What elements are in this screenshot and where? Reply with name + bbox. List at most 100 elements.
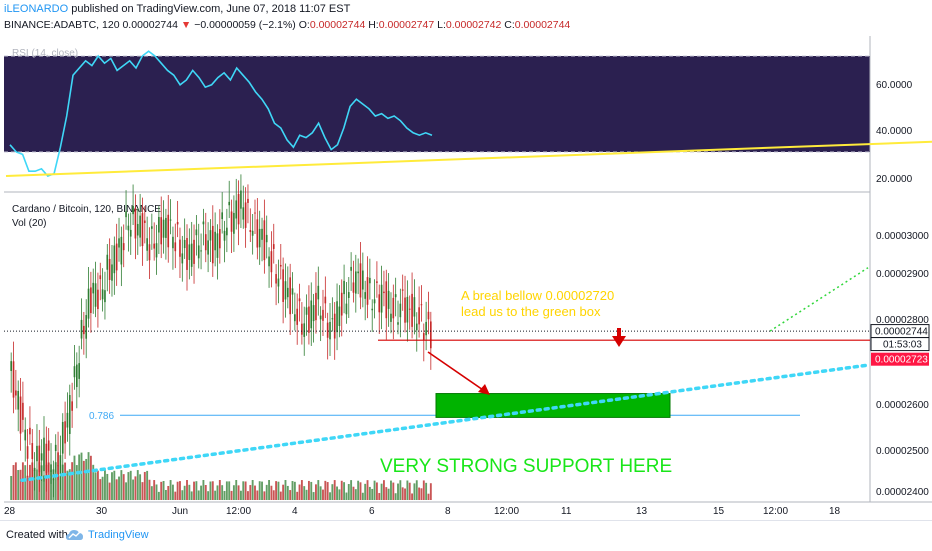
- candle-body[interactable]: [270, 251, 273, 273]
- candle-body[interactable]: [179, 239, 181, 257]
- candle-body[interactable]: [181, 253, 184, 264]
- candle-body[interactable]: [17, 390, 20, 410]
- candle-body[interactable]: [296, 308, 299, 325]
- candle-body[interactable]: [371, 308, 374, 311]
- candle-body[interactable]: [305, 307, 308, 315]
- candle-body[interactable]: [364, 292, 367, 299]
- candle-body[interactable]: [425, 321, 427, 336]
- candle-body[interactable]: [57, 452, 59, 467]
- candle-body[interactable]: [251, 230, 254, 236]
- candle-body[interactable]: [422, 333, 425, 340]
- author-name[interactable]: iLEONARDO: [4, 3, 69, 15]
- candle-body[interactable]: [33, 467, 36, 471]
- candle-body[interactable]: [301, 323, 303, 335]
- candle-body[interactable]: [129, 229, 132, 237]
- candle-body[interactable]: [183, 239, 186, 249]
- candle-body[interactable]: [303, 323, 306, 337]
- candle-body[interactable]: [106, 254, 109, 270]
- candle-body[interactable]: [397, 322, 399, 325]
- candle-body[interactable]: [204, 234, 207, 251]
- candle-body[interactable]: [343, 280, 345, 295]
- candle-body[interactable]: [59, 455, 62, 475]
- candle-body[interactable]: [120, 236, 123, 265]
- candle-body[interactable]: [357, 271, 359, 274]
- candle-body[interactable]: [186, 237, 188, 270]
- candle-body[interactable]: [97, 289, 99, 310]
- candle-body[interactable]: [279, 264, 282, 267]
- candle-body[interactable]: [190, 243, 193, 267]
- rsi-trendline[interactable]: [5, 138, 932, 177]
- candle-body[interactable]: [83, 325, 85, 335]
- candle-body[interactable]: [139, 215, 141, 238]
- candle-body[interactable]: [73, 366, 76, 378]
- candle-body[interactable]: [155, 243, 158, 258]
- candle-body[interactable]: [24, 429, 27, 441]
- candle-body[interactable]: [19, 396, 22, 434]
- candle-body[interactable]: [153, 243, 156, 249]
- candle-body[interactable]: [221, 212, 223, 220]
- candle-body[interactable]: [373, 299, 376, 304]
- candle-body[interactable]: [68, 395, 71, 434]
- candle-body[interactable]: [237, 194, 240, 225]
- candle-body[interactable]: [420, 304, 423, 306]
- candle-body[interactable]: [223, 230, 226, 241]
- candle-body[interactable]: [427, 311, 430, 320]
- candle-body[interactable]: [38, 445, 41, 473]
- candle-body[interactable]: [160, 217, 163, 245]
- candle-body[interactable]: [54, 444, 57, 451]
- candle-body[interactable]: [254, 212, 256, 214]
- candle-body[interactable]: [200, 250, 202, 252]
- candle-body[interactable]: [43, 437, 45, 472]
- candle-body[interactable]: [132, 205, 134, 215]
- candle-body[interactable]: [125, 211, 127, 218]
- candle-body[interactable]: [169, 219, 172, 221]
- candle-body[interactable]: [101, 289, 104, 300]
- candle-body[interactable]: [226, 227, 228, 236]
- candle-body[interactable]: [362, 270, 364, 290]
- candle-body[interactable]: [282, 269, 284, 302]
- candle-body[interactable]: [174, 242, 177, 252]
- candle-body[interactable]: [45, 443, 48, 474]
- candle-body[interactable]: [247, 198, 249, 203]
- candle-body[interactable]: [230, 211, 233, 232]
- candle-body[interactable]: [265, 234, 268, 243]
- candle-body[interactable]: [268, 256, 270, 267]
- candle-body[interactable]: [317, 285, 320, 300]
- candle-body[interactable]: [22, 402, 24, 420]
- candle-body[interactable]: [90, 287, 92, 314]
- candle-body[interactable]: [315, 292, 317, 321]
- candle-body[interactable]: [108, 258, 111, 280]
- dotted-support-line[interactable]: [20, 363, 868, 483]
- candle-body[interactable]: [298, 298, 301, 302]
- candle-body[interactable]: [394, 294, 397, 298]
- candle-body[interactable]: [404, 297, 406, 323]
- candle-body[interactable]: [165, 217, 167, 238]
- candle-body[interactable]: [47, 440, 50, 451]
- candle-body[interactable]: [233, 212, 235, 234]
- candle-body[interactable]: [85, 315, 88, 339]
- candle-body[interactable]: [127, 225, 130, 231]
- candle-body[interactable]: [277, 278, 280, 287]
- candle-body[interactable]: [40, 453, 43, 461]
- candle-body[interactable]: [242, 207, 245, 220]
- candle-body[interactable]: [141, 213, 144, 247]
- candle-body[interactable]: [122, 243, 125, 251]
- candle-body[interactable]: [385, 281, 388, 319]
- rsi-series-line[interactable]: [9, 50, 433, 177]
- candle-body[interactable]: [249, 230, 252, 233]
- candle-body[interactable]: [143, 220, 146, 223]
- candle-body[interactable]: [366, 277, 369, 305]
- candle-body[interactable]: [308, 306, 310, 333]
- candle-body[interactable]: [202, 221, 205, 225]
- candle-body[interactable]: [392, 297, 395, 319]
- candle-body[interactable]: [167, 214, 170, 248]
- candle-body[interactable]: [228, 201, 231, 206]
- candle-body[interactable]: [71, 401, 73, 411]
- candle-body[interactable]: [333, 313, 336, 339]
- candle-body[interactable]: [263, 220, 266, 261]
- candle-body[interactable]: [148, 244, 151, 261]
- candlestick-series[interactable]: [10, 174, 432, 498]
- candle-body[interactable]: [176, 222, 179, 225]
- candle-body[interactable]: [92, 282, 95, 294]
- candle-body[interactable]: [111, 264, 113, 281]
